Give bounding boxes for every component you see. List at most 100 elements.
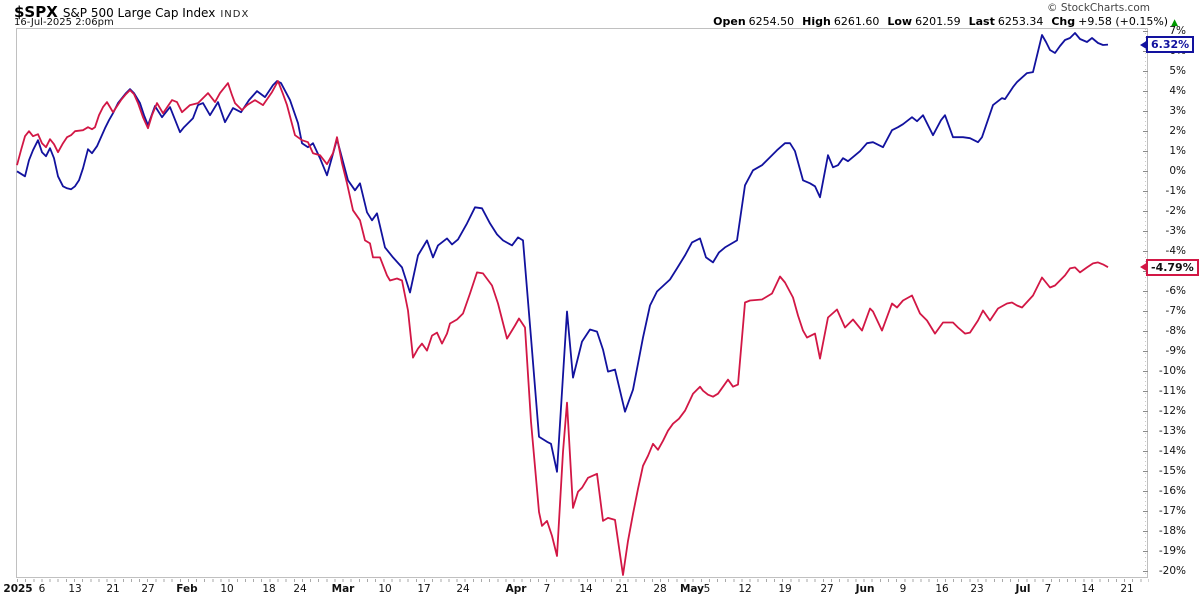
y-axis-label: 0%: [1169, 164, 1186, 177]
x-axis-day-label: 12: [738, 583, 752, 595]
y-axis-tick: [1143, 70, 1148, 72]
y-axis-tick: [1143, 150, 1148, 152]
x-axis-day-label: 10: [220, 583, 234, 595]
y-axis-label: -8%: [1165, 325, 1186, 338]
y-axis-label: -2%: [1165, 204, 1186, 217]
flag-arrow-icon: [1140, 39, 1148, 50]
x-axis-day-label: 17: [417, 583, 431, 595]
x-axis-month-label: Feb: [176, 583, 198, 595]
y-axis-label: -9%: [1165, 345, 1186, 358]
ticker-name: S&P 500 Large Cap Index: [62, 6, 216, 20]
high-value: 6261.60: [833, 15, 880, 28]
y-axis-label: 2%: [1169, 124, 1186, 137]
last-value: 6253.34: [997, 15, 1044, 28]
x-axis-day-label: 27: [141, 583, 155, 595]
y-axis-label: -6%: [1165, 284, 1186, 297]
x-axis-day-ticks: [17, 579, 1149, 582]
y-axis-tick: [1143, 30, 1148, 32]
y-axis-label: -3%: [1165, 224, 1186, 237]
y-axis-label: -4%: [1165, 244, 1186, 257]
y-axis-tick: [1143, 431, 1148, 433]
y-axis-label: -1%: [1165, 184, 1186, 197]
low-label: Low: [887, 15, 913, 28]
last-value-flag-spx-blue: 6.32%: [1140, 36, 1195, 54]
x-axis-day-label: 24: [456, 583, 470, 595]
y-axis-label: -7%: [1165, 305, 1186, 317]
y-axis-label: -17%: [1158, 505, 1186, 518]
ticker-symbol: $SPX: [14, 3, 58, 21]
x-axis-day-label: 5: [703, 583, 711, 595]
x-axis-day-label: 21: [106, 583, 120, 595]
y-axis-label: 3%: [1169, 104, 1186, 117]
x-axis-day-label: 14: [579, 583, 593, 595]
y-axis-tick: [1143, 411, 1148, 413]
x-axis-day-label: 28: [653, 583, 667, 595]
y-axis-tick: [1143, 571, 1148, 573]
high-label: High: [802, 15, 831, 28]
x-axis-day-label: 6: [38, 583, 46, 595]
y-axis-tick: [1143, 210, 1148, 212]
y-axis-tick: [1143, 230, 1148, 232]
y-axis-tick: [1143, 391, 1148, 393]
y-axis-tick: [1143, 250, 1148, 252]
x-axis-month-label: Jun: [855, 583, 875, 595]
x-axis-day-label: 16: [935, 583, 949, 595]
y-axis-tick: [1143, 90, 1148, 92]
y-axis-tick: [1143, 531, 1148, 533]
x-axis-month-label: Mar: [331, 583, 355, 595]
y-axis-label: -15%: [1158, 465, 1186, 478]
last-value-flag-comparison-red: -4.79%: [1140, 258, 1199, 276]
chart-title: $SPX S&P 500 Large Cap Index INDX: [14, 2, 249, 21]
y-axis-tick: [1143, 311, 1148, 312]
y-axis-label: -20%: [1158, 565, 1186, 578]
y-axis-label: -18%: [1158, 525, 1186, 538]
y-axis-tick: [1143, 190, 1148, 192]
price-chart-canvas[interactable]: [16, 28, 1148, 578]
y-axis-tick: [1143, 331, 1148, 333]
y-axis-label: -12%: [1158, 405, 1186, 418]
y-axis-tick: [1143, 130, 1148, 132]
chg-label: Chg: [1051, 15, 1076, 28]
x-axis-day-label: 7: [1044, 583, 1052, 595]
x-axis-day-label: 10: [378, 583, 392, 595]
y-axis-tick: [1143, 471, 1148, 473]
x-axis-month-label: Apr: [505, 583, 527, 595]
x-axis-day-label: 21: [615, 583, 629, 595]
last-label: Last: [968, 15, 995, 28]
y-axis-tick: [1143, 170, 1148, 172]
quote-line: Open 6254.50 High 6261.60 Low 6201.59 Last 6253…: [713, 15, 1178, 28]
y-axis-tick: [1143, 371, 1148, 373]
y-axis-tick: [1143, 290, 1148, 292]
y-axis-label: 1%: [1169, 144, 1186, 157]
chart-timestamp: 16-Jul-2025 2:06pm: [14, 17, 114, 28]
x-axis-day-label: 21: [1120, 583, 1134, 595]
y-axis-label: -10%: [1158, 365, 1186, 378]
y-axis-label: 5%: [1169, 64, 1186, 77]
y-axis-label: -16%: [1158, 485, 1186, 498]
y-axis-tick: [1143, 451, 1148, 453]
chg-value: +9.58 (+0.15%): [1078, 15, 1169, 28]
y-axis-label: -11%: [1158, 385, 1186, 398]
low-value: 6201.59: [915, 15, 961, 28]
y-axis-label: -19%: [1158, 545, 1186, 558]
y-axis-label: 7%: [1169, 24, 1186, 37]
x-axis-day-label: 19: [778, 583, 792, 595]
flag-arrow-icon: [1140, 262, 1148, 273]
y-axis-minor-ticks: [1145, 29, 1146, 577]
x-axis-day-label: 18: [262, 583, 276, 595]
y-axis-label: 4%: [1169, 84, 1186, 97]
x-axis-month-label: 2025: [3, 583, 33, 595]
x-axis-day-label: 7: [543, 583, 551, 595]
y-axis-tick: [1143, 351, 1148, 353]
x-axis-day-label: 23: [970, 583, 984, 595]
x-axis-month-label: Jul: [1015, 583, 1031, 595]
open-label: Open: [713, 15, 746, 28]
ticker-exchange: INDX: [220, 9, 250, 20]
y-axis-tick: [1143, 50, 1148, 52]
x-axis-day-label: 24: [293, 583, 307, 595]
y-axis-label: -14%: [1158, 445, 1186, 458]
stockcharts-credit: © StockCharts.com: [1047, 2, 1150, 14]
x-axis-day-label: 9: [899, 583, 907, 595]
x-axis-month-label: May: [679, 583, 705, 595]
